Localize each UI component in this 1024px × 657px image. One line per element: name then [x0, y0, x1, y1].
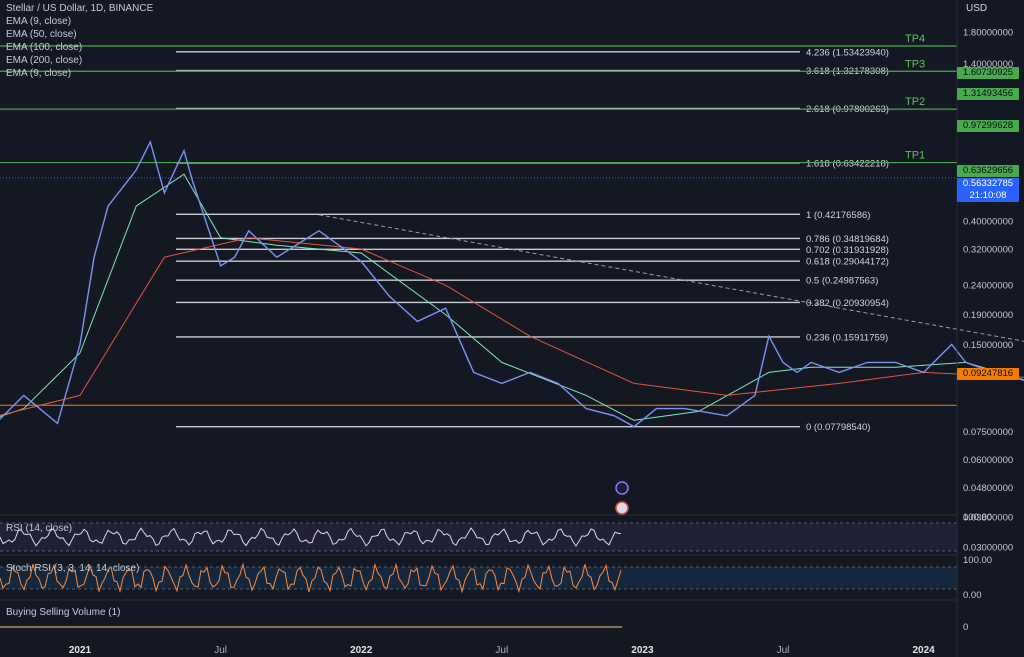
y-tick-9: 0.15000000 — [963, 340, 1013, 351]
stoch-line — [0, 562, 622, 594]
bar-countdown: 21:10:08 — [969, 190, 1007, 201]
rsi-line — [0, 527, 622, 547]
y-tick-12: 0.06000000 — [963, 455, 1013, 466]
event-marker-icon — [615, 481, 629, 495]
x-tick-1: 2021 — [69, 645, 92, 656]
rsi-band — [0, 523, 957, 551]
y-tick-8: 0.19000000 — [963, 310, 1013, 321]
x-tick-3: 2022 — [350, 645, 373, 656]
current-price-tag: 0.56332785 21:10:08 — [957, 178, 1019, 202]
fib-label-9: 0.5 (0.24987563) — [806, 276, 878, 287]
target-label-1: TP3 — [905, 58, 925, 70]
target-label-0: TP4 — [905, 33, 925, 45]
stoch-band — [0, 567, 957, 589]
news-flag-icon — [615, 501, 629, 515]
indicator-ema-9[interactable]: EMA (9, close) — [6, 16, 72, 27]
descending-trendline — [318, 214, 1024, 342]
fib-label-11: 0.236 (0.15911759) — [806, 332, 888, 343]
y-tick-7: 0.24000000 — [963, 281, 1013, 292]
indicator-ema-200[interactable]: EMA (200, close) — [6, 55, 83, 66]
x-tick-5: 2023 — [631, 645, 654, 656]
fib-label-12: 0 (0.07798540) — [806, 422, 870, 433]
panel-tick-0-0: 100.00 — [963, 512, 992, 523]
tp2-price-tag: 0.97299628 — [957, 120, 1019, 132]
event-markers[interactable] — [615, 481, 629, 515]
y-tick-0: 2.40000000 — [963, 0, 1013, 2]
target-label-2: TP2 — [905, 96, 925, 108]
fib-label-10: 0.382 (0.20930954) — [806, 298, 889, 309]
fib-label-4: 1.618 (0.63422218) — [806, 158, 889, 169]
tp1-price-tag: 0.63629656 — [957, 165, 1019, 177]
x-tick-6: Jul — [777, 645, 790, 656]
y-tick-11: 0.07500000 — [963, 427, 1013, 438]
indicator-ema-9-second[interactable]: EMA (9, close) — [6, 68, 72, 79]
y-tick-1: 1.80000000 — [963, 27, 1013, 38]
y-tick-13: 0.04800000 — [963, 483, 1013, 494]
panel-label-2: Buying Selling Volume (1) — [6, 607, 121, 618]
fibonacci-levels: 7.854 (2.77803707)4.236 (1.53423940)3.61… — [176, 47, 889, 433]
time-axis[interactable]: Jul2021Jul2022Jul2023Jul2024Jul2025Jul20… — [0, 645, 1024, 656]
y-tick-6: 0.32000000 — [963, 245, 1013, 256]
x-tick-2: Jul — [214, 645, 227, 656]
support-price-tag: 0.09247816 — [957, 368, 1019, 380]
tp4-price-tag: 1.60730925 — [957, 67, 1019, 79]
chart-title[interactable]: Stellar / US Dollar, 1D, BINANCE — [6, 3, 154, 14]
indicator-ema-50[interactable]: EMA (50, close) — [6, 29, 77, 40]
indicator-ema-100[interactable]: EMA (100, close) — [6, 42, 83, 53]
panel-label-1: Stoch RSI (3, 3, 14, 14, close) — [6, 563, 139, 574]
panel-tick-1-0: 100.00 — [963, 555, 992, 566]
currency-label[interactable]: USD — [966, 3, 988, 14]
indicator-panels: RSI (14, close) Stoch RSI (3, 3, 14, 14, … — [0, 512, 992, 633]
fib-label-8: 0.618 (0.29044172) — [806, 257, 889, 268]
y-tick-14: 0.03800000 — [963, 513, 1013, 524]
y-tick-15: 0.03000000 — [963, 542, 1013, 553]
x-tick-4: Jul — [495, 645, 508, 656]
target-label-3: TP1 — [905, 150, 925, 162]
panel-tick-1-1: 0.00 — [963, 590, 982, 601]
y-tick-2: 1.40000000 — [963, 59, 1013, 70]
panel-tick-2-0: 0 — [963, 622, 968, 633]
fib-label-7: 0.702 (0.31931928) — [806, 245, 889, 256]
y-tick-5: 0.40000000 — [963, 216, 1013, 227]
target-lines: TP4 TP3 TP2 TP1 — [0, 33, 957, 164]
chart-legend: Stellar / US Dollar, 1D, BINANCE EMA (9,… — [6, 2, 153, 80]
fib-label-5: 1 (0.42176586) — [806, 210, 870, 221]
current-price-value: 0.56332785 — [962, 178, 1014, 189]
x-tick-7: 2024 — [912, 645, 935, 656]
fib-label-1: 4.236 (1.53423940) — [806, 47, 889, 58]
fib-label-6: 0.786 (0.34819684) — [806, 234, 889, 245]
panel-label-0: RSI (14, close) — [6, 523, 72, 534]
price-line — [0, 139, 1024, 428]
tp3-price-tag: 1.31493456 — [957, 88, 1019, 100]
price-plot — [0, 139, 1024, 428]
